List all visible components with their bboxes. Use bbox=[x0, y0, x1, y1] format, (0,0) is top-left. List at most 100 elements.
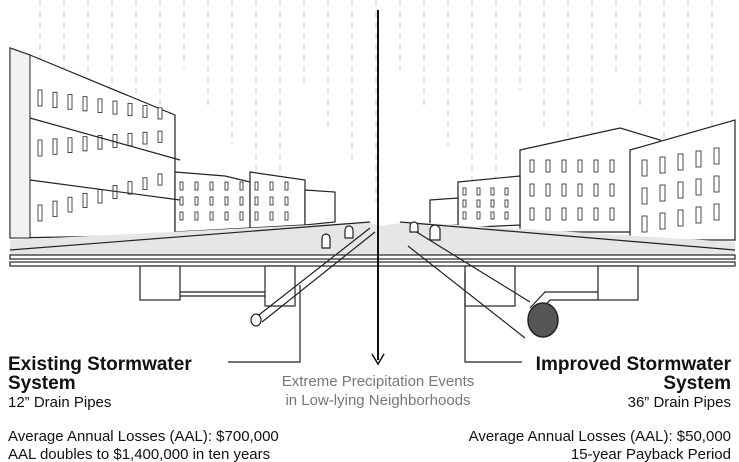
window bbox=[179, 196, 184, 206]
window bbox=[659, 156, 666, 174]
subtitle: 12” Drain Pipes bbox=[8, 394, 111, 411]
window bbox=[529, 183, 535, 197]
title: Existing Stormwater bbox=[8, 354, 192, 375]
window bbox=[284, 181, 289, 191]
window bbox=[695, 178, 702, 196]
window bbox=[194, 211, 199, 221]
window bbox=[52, 91, 58, 109]
window bbox=[462, 187, 467, 196]
window bbox=[224, 196, 229, 206]
window bbox=[254, 181, 259, 191]
note: AAL doubles to $1,400,000 in ten years bbox=[8, 446, 270, 462]
leader-line bbox=[228, 285, 301, 363]
window bbox=[577, 183, 583, 197]
window bbox=[659, 212, 666, 230]
window bbox=[284, 196, 289, 206]
window bbox=[593, 183, 599, 197]
window bbox=[67, 94, 73, 110]
window bbox=[284, 211, 289, 221]
window bbox=[157, 130, 163, 143]
window bbox=[609, 183, 615, 197]
window bbox=[52, 138, 58, 155]
window bbox=[577, 207, 583, 221]
window bbox=[239, 196, 244, 206]
window bbox=[209, 211, 214, 221]
title: Improved Stormwater bbox=[536, 354, 732, 375]
right-drainage bbox=[407, 221, 639, 339]
window bbox=[157, 173, 163, 186]
window bbox=[112, 100, 118, 115]
caption: in Low-lying Neighborhoods bbox=[285, 392, 470, 409]
window bbox=[677, 209, 684, 227]
window bbox=[142, 131, 148, 145]
window bbox=[545, 207, 551, 221]
window bbox=[209, 181, 214, 191]
window bbox=[462, 199, 467, 208]
arrow bbox=[371, 353, 385, 366]
road bbox=[9, 221, 736, 267]
window bbox=[677, 153, 684, 171]
window bbox=[476, 211, 481, 220]
window bbox=[593, 207, 599, 221]
window bbox=[561, 159, 567, 173]
window bbox=[142, 105, 148, 118]
note: Average Annual Losses (AAL): $50,000 bbox=[469, 428, 731, 445]
window bbox=[713, 147, 720, 165]
window bbox=[67, 196, 73, 213]
window bbox=[641, 215, 648, 233]
window bbox=[52, 200, 58, 217]
left-drainage bbox=[139, 225, 376, 327]
leader-line bbox=[464, 272, 522, 363]
window bbox=[179, 211, 184, 221]
window bbox=[37, 139, 43, 157]
window bbox=[127, 132, 133, 147]
note: 15-year Payback Period bbox=[571, 446, 731, 462]
window bbox=[194, 196, 199, 206]
window bbox=[641, 187, 648, 205]
window bbox=[561, 207, 567, 221]
windows bbox=[462, 147, 720, 233]
window bbox=[209, 196, 214, 206]
window bbox=[641, 159, 648, 177]
right-buildings bbox=[429, 119, 736, 241]
title: System bbox=[8, 373, 76, 394]
windows bbox=[37, 89, 289, 222]
window bbox=[269, 196, 274, 206]
window bbox=[97, 135, 103, 150]
window bbox=[609, 159, 615, 173]
left-buildings bbox=[9, 47, 336, 239]
window bbox=[239, 211, 244, 221]
window bbox=[713, 175, 720, 193]
window bbox=[254, 196, 259, 206]
window bbox=[695, 206, 702, 224]
window bbox=[593, 159, 599, 173]
window bbox=[695, 150, 702, 168]
window bbox=[561, 183, 567, 197]
window bbox=[504, 199, 509, 208]
window bbox=[82, 96, 88, 112]
window bbox=[490, 187, 495, 196]
caption: Extreme Precipitation Events bbox=[282, 373, 475, 390]
window bbox=[269, 181, 274, 191]
window bbox=[677, 181, 684, 199]
title: System bbox=[663, 373, 731, 394]
window bbox=[545, 183, 551, 197]
window bbox=[224, 181, 229, 191]
window bbox=[179, 181, 184, 191]
window bbox=[37, 204, 43, 222]
window bbox=[504, 187, 509, 196]
window bbox=[157, 107, 163, 120]
window bbox=[67, 137, 73, 153]
window bbox=[545, 159, 551, 173]
window bbox=[194, 181, 199, 191]
window bbox=[529, 207, 535, 221]
window bbox=[713, 203, 720, 221]
window bbox=[609, 207, 615, 221]
window bbox=[239, 181, 244, 191]
window bbox=[577, 159, 583, 173]
window bbox=[476, 187, 481, 196]
window bbox=[476, 199, 481, 208]
window bbox=[254, 211, 259, 221]
note: Average Annual Losses (AAL): $700,000 bbox=[8, 428, 279, 445]
